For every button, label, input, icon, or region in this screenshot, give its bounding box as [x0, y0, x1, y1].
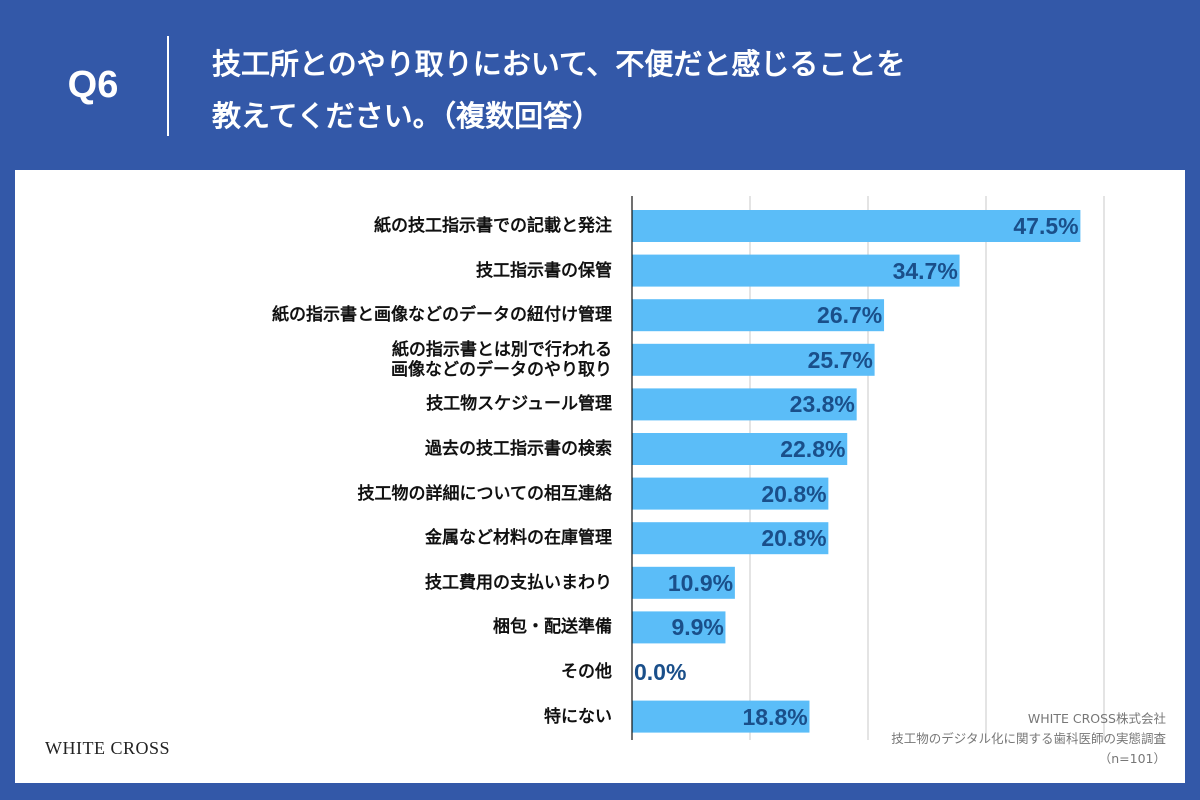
bar — [632, 299, 885, 332]
value-label: 20.8% — [761, 525, 827, 552]
category-label: その他 — [561, 662, 612, 682]
header-divider — [167, 36, 169, 136]
bar — [632, 522, 829, 555]
logo: WHITE CROSS — [45, 738, 171, 758]
title-line-1: 技工所とのやり取りにおいて、不便だと感じることを — [212, 47, 906, 81]
value-label: 9.9% — [671, 614, 724, 641]
value-label: 0.0% — [634, 659, 687, 685]
category-label: 技工指示書の保管 — [476, 260, 612, 281]
value-label: 10.9% — [667, 569, 734, 596]
bar — [632, 477, 829, 510]
value-label: 25.7% — [807, 346, 873, 373]
bar — [632, 388, 857, 421]
category-label: 紙の指示書とは別で行われる 画像などのデータのやり取り — [391, 339, 612, 380]
bar — [632, 210, 1081, 242]
category-label: 技工物の詳細についての相互連絡 — [357, 483, 613, 504]
value-label: 22.8% — [780, 436, 846, 462]
category-label: 梱包・配送準備 — [493, 617, 612, 638]
category-label: 特にない — [544, 706, 612, 727]
category-label: 過去の技工指示書の検索 — [425, 439, 612, 459]
bar — [632, 700, 810, 733]
title-line-2: 教えてください。（複数回答） — [212, 99, 602, 133]
category-label: 技工物スケジュール管理 — [426, 394, 612, 415]
sample-size: （n=101） — [1098, 751, 1166, 766]
bar — [632, 343, 875, 376]
company-name: WHITE CROSS株式会社 — [1027, 711, 1166, 726]
bar — [632, 566, 735, 599]
category-label: 紙の指示書と画像などのデータの紐付け管理 — [272, 305, 612, 326]
value-label: 47.5% — [1013, 213, 1079, 239]
value-label: 18.8% — [742, 703, 808, 730]
category-label: 金属など材料の在庫管理 — [425, 528, 612, 549]
chart-panel — [15, 170, 1185, 783]
survey-name: 技工物のデジタル化に関する歯科医師の実態調査 — [891, 731, 1166, 746]
value-label: 26.7% — [817, 302, 883, 329]
bar — [632, 611, 726, 644]
bar — [632, 254, 960, 287]
value-label: 20.8% — [761, 480, 827, 507]
value-label: 34.7% — [892, 257, 958, 284]
bar — [632, 433, 848, 465]
category-label: 技工費用の支払いまわり — [425, 572, 612, 593]
question-number: Q6 — [67, 64, 119, 106]
value-label: 23.8% — [789, 391, 855, 418]
category-label: 紙の技工指示書での記載と発注 — [374, 216, 612, 236]
source-note: WHITE CROSS株式会社 技工物のデジタル化に関する歯科医師の実態調査 （… — [891, 709, 1166, 769]
page-title: 技工所とのやり取りにおいて、不便だと感じることを 教えてください。（複数回答） — [212, 38, 905, 142]
